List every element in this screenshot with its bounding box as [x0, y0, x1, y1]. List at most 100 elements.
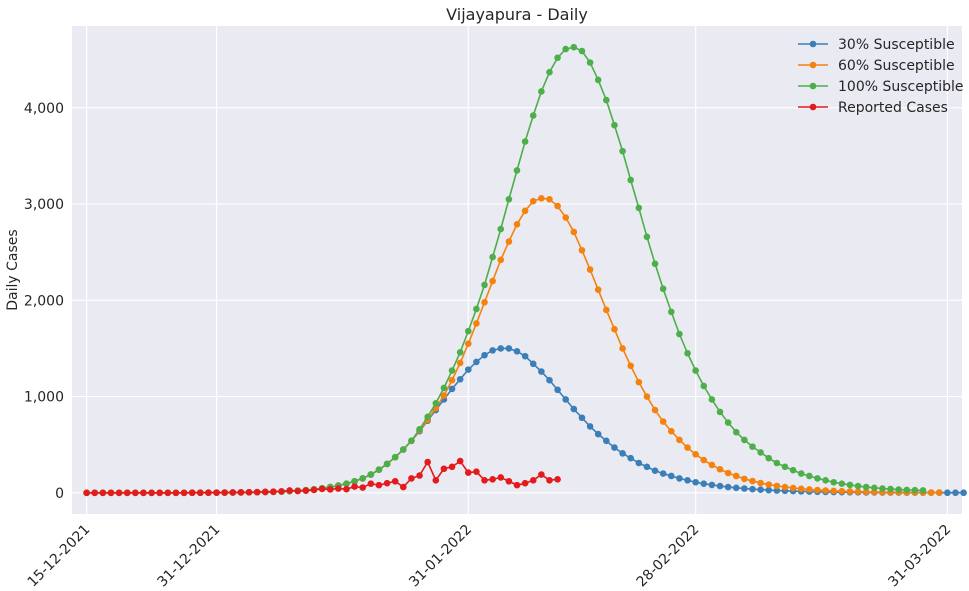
legend-item: 60% Susceptible: [798, 58, 955, 74]
data-point: [935, 489, 943, 496]
data-point: [749, 485, 756, 493]
data-point: [221, 489, 228, 496]
data-point: [448, 463, 456, 471]
data-point: [562, 214, 570, 221]
data-point: [594, 430, 602, 438]
data-point: [643, 393, 651, 400]
data-point: [570, 228, 578, 236]
x-tick-label: 15-12-2021: [25, 522, 94, 591]
data-point: [692, 451, 699, 458]
data-point: [789, 484, 797, 492]
data-point: [862, 483, 870, 491]
data-point: [489, 253, 496, 261]
data-point: [667, 308, 675, 316]
data-point: [83, 489, 90, 497]
data-point: [521, 207, 529, 215]
data-point: [123, 489, 131, 497]
data-point: [343, 480, 350, 487]
data-point: [724, 469, 732, 477]
data-point: [318, 485, 326, 493]
data-point: [481, 281, 488, 289]
data-point: [570, 43, 578, 51]
data-point: [473, 468, 480, 475]
data-point: [603, 96, 610, 104]
data-point: [456, 375, 464, 383]
data-point: [302, 487, 310, 495]
data-point: [732, 484, 740, 492]
data-point: [489, 347, 496, 354]
data-point: [140, 489, 147, 497]
data-point: [554, 202, 561, 210]
data-point: [667, 427, 675, 435]
data-point: [797, 470, 805, 477]
data-point: [408, 437, 415, 445]
data-point: [440, 465, 448, 473]
data-point: [676, 330, 683, 338]
data-point: [383, 479, 391, 487]
data-point: [570, 405, 578, 413]
data-point: [538, 88, 545, 95]
data-point: [578, 246, 586, 254]
data-point: [253, 488, 261, 496]
data-point: [854, 488, 862, 495]
data-point: [229, 489, 237, 496]
data-point: [538, 194, 545, 202]
data-point: [489, 277, 496, 285]
legend-label: 60% Susceptible: [838, 58, 955, 74]
data-point: [635, 204, 643, 212]
data-point: [781, 463, 789, 471]
data-point: [716, 465, 724, 473]
data-point: [635, 459, 643, 467]
data-point: [797, 485, 805, 493]
data-point: [473, 358, 480, 366]
x-tick-label: 31-12-2021: [155, 522, 224, 591]
data-point: [456, 359, 464, 367]
y-tick-labels: 0 1,000 2,000 3,000 4,000: [24, 101, 64, 502]
data-point: [310, 486, 318, 494]
data-point: [887, 485, 894, 493]
data-point: [286, 487, 293, 494]
data-point: [391, 477, 399, 485]
data-point: [351, 483, 358, 490]
data-point: [635, 378, 643, 386]
data-point: [627, 362, 634, 370]
data-point: [684, 477, 691, 484]
data-point: [789, 466, 797, 474]
data-point: [351, 477, 358, 485]
data-point: [895, 486, 902, 493]
data-point: [879, 485, 886, 492]
data-point: [700, 382, 708, 390]
data-point: [456, 457, 464, 465]
data-point: [197, 489, 204, 497]
data-point: [911, 486, 919, 494]
data-point: [724, 419, 732, 426]
data-point: [180, 489, 188, 497]
legend-label: 30% Susceptible: [838, 37, 955, 53]
data-point: [400, 483, 407, 491]
data-point: [716, 408, 724, 416]
data-point: [765, 481, 773, 488]
data-point: [432, 477, 440, 484]
data-point: [513, 220, 521, 228]
data-point: [619, 450, 626, 457]
data-point: [814, 475, 821, 482]
data-point: [497, 474, 505, 481]
data-point: [432, 400, 440, 407]
y-tick-label: 1,000: [24, 390, 64, 406]
data-point: [586, 266, 594, 273]
data-point: [424, 413, 431, 421]
data-point: [806, 486, 813, 493]
chart-title: Vijayapura - Daily: [446, 5, 588, 24]
x-tick-labels: 15-12-2021 31-12-2021 31-01-2022 28-02-2022…: [25, 522, 955, 591]
series-reported-cases: [83, 457, 561, 497]
data-point: [927, 489, 935, 496]
data-point: [627, 454, 634, 462]
data-point: [546, 195, 553, 203]
data-point: [383, 460, 391, 468]
y-tick-label: 3,000: [24, 197, 64, 213]
data-point: [651, 467, 659, 474]
data-point: [416, 426, 423, 433]
data-point: [513, 167, 521, 174]
data-point: [659, 418, 667, 425]
